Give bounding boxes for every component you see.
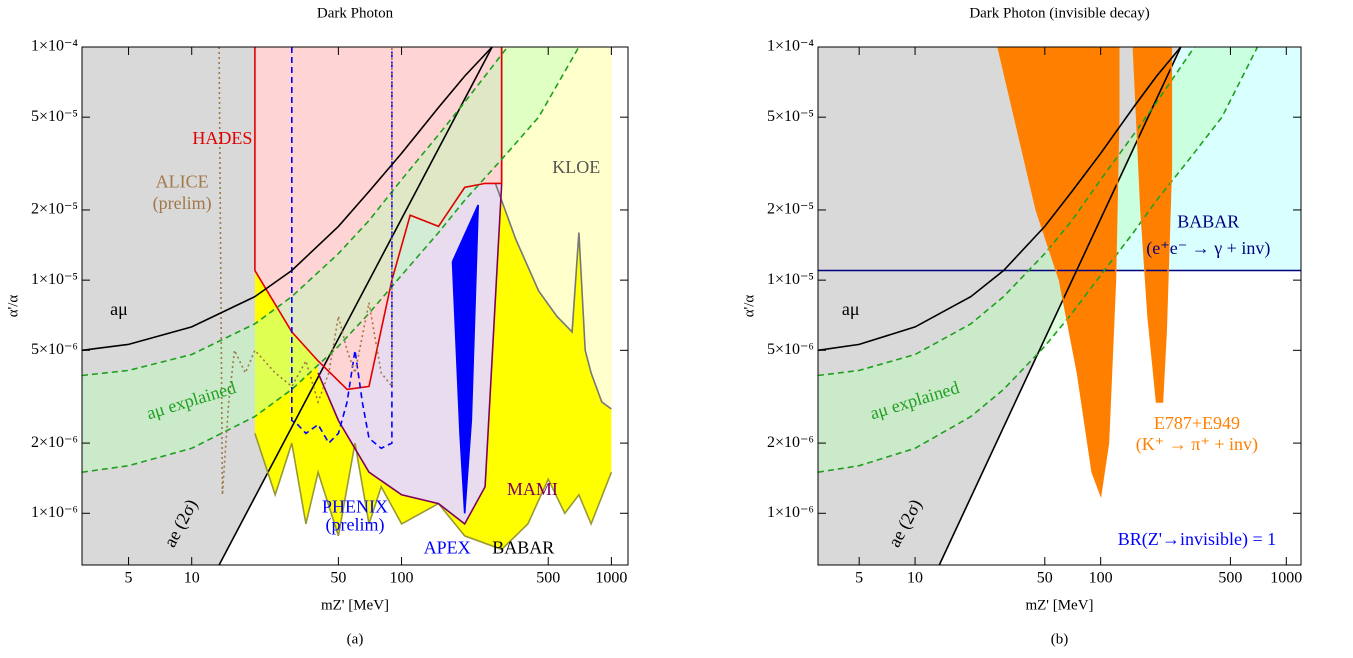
y-tick-label: 2×10⁻⁶ — [31, 434, 78, 451]
annotation: KLOE — [552, 157, 600, 177]
region-fill — [452, 205, 479, 514]
annotation: (prelim) — [153, 193, 212, 214]
y-tick-label: 5×10⁻⁵ — [767, 108, 814, 125]
x-tick-label: 50 — [330, 570, 346, 587]
x-tick-label: 500 — [536, 570, 560, 587]
curve — [218, 47, 393, 495]
curve — [317, 47, 503, 526]
x-tick-label: 50 — [1037, 570, 1053, 587]
y-tick-label: 1×10⁻⁶ — [767, 504, 814, 521]
curve — [291, 47, 393, 450]
curve — [82, 47, 580, 473]
y-tick-label: 5×10⁻⁶ — [767, 341, 814, 358]
x-tick-label: 10 — [184, 570, 200, 587]
y-tick-label: 2×10⁻⁵ — [31, 201, 78, 218]
y-tick-label: 5×10⁻⁶ — [31, 341, 78, 358]
curve — [218, 47, 493, 565]
annotation: BABAR — [1177, 212, 1239, 232]
y-tick-label: 1×10⁻⁶ — [31, 504, 78, 521]
annotation: BR(Z'→invisible) = 1 — [1118, 529, 1276, 550]
plot-area — [818, 47, 1301, 565]
x-tick-label: 100 — [1089, 570, 1113, 587]
y-tick-label: 1×10⁻⁴ — [31, 38, 78, 55]
annotation: (e⁺e⁻ → γ + inv) — [1146, 238, 1270, 259]
x-tick-label: 100 — [390, 570, 414, 587]
curve — [82, 47, 509, 377]
curve — [1132, 47, 1173, 403]
chart-title: Dark Photon — [317, 5, 394, 21]
y-axis-label: α'/α — [5, 295, 21, 318]
y-axis-label: α'/α — [741, 295, 757, 318]
caption: (b) — [1051, 631, 1069, 647]
y-tick-label: 1×10⁻⁴ — [767, 38, 814, 55]
y-tick-label: 1×10⁻⁵ — [767, 271, 814, 288]
annotation: aμ — [842, 299, 860, 319]
annotation: (K⁺ → π⁺ + inv) — [1136, 434, 1258, 455]
y-tick-label: 5×10⁻⁵ — [31, 108, 78, 125]
annotation: MAMI — [507, 479, 558, 499]
plot-area — [82, 47, 613, 565]
curve — [818, 47, 1259, 473]
region-fill — [1133, 47, 1172, 402]
chart-title: Dark Photon (invisible decay) — [969, 5, 1149, 21]
curve — [494, 183, 612, 410]
region-fill — [495, 47, 612, 409]
x-axis-label: mZ' [MeV] — [1025, 597, 1093, 613]
y-tick-label: 2×10⁻⁵ — [767, 201, 814, 218]
y-tick-label: 2×10⁻⁶ — [767, 434, 814, 451]
region-fill — [82, 47, 579, 473]
curve — [997, 47, 1120, 498]
x-tick-label: 10 — [907, 570, 923, 587]
annotation: ALICE — [156, 172, 209, 192]
plot-frame — [81, 46, 629, 566]
region-fill — [254, 47, 502, 390]
annotation: aμ — [110, 299, 128, 319]
curve — [82, 47, 493, 352]
x-tick-label: 1000 — [595, 570, 627, 587]
annotation: HADES — [192, 128, 252, 148]
curve — [451, 204, 479, 514]
curve — [818, 47, 1182, 352]
x-tick-label: 1000 — [1270, 570, 1302, 587]
curve — [938, 47, 1182, 565]
annotation: E787+E949 — [1154, 413, 1240, 433]
y-tick-label: 1×10⁻⁵ — [31, 271, 78, 288]
plot-frame — [817, 46, 1302, 566]
annotation: (prelim) — [326, 514, 385, 535]
x-axis-label: mZ' [MeV] — [321, 597, 389, 613]
x-tick-label: 5 — [125, 570, 133, 587]
annotation: PHENIX — [322, 496, 388, 516]
curve — [818, 47, 1196, 377]
curve — [254, 433, 613, 551]
x-tick-label: 5 — [855, 570, 863, 587]
annotation: APEX — [424, 538, 471, 558]
x-tick-label: 500 — [1218, 570, 1242, 587]
annotation: BABAR — [492, 538, 554, 558]
caption: (a) — [347, 631, 364, 647]
